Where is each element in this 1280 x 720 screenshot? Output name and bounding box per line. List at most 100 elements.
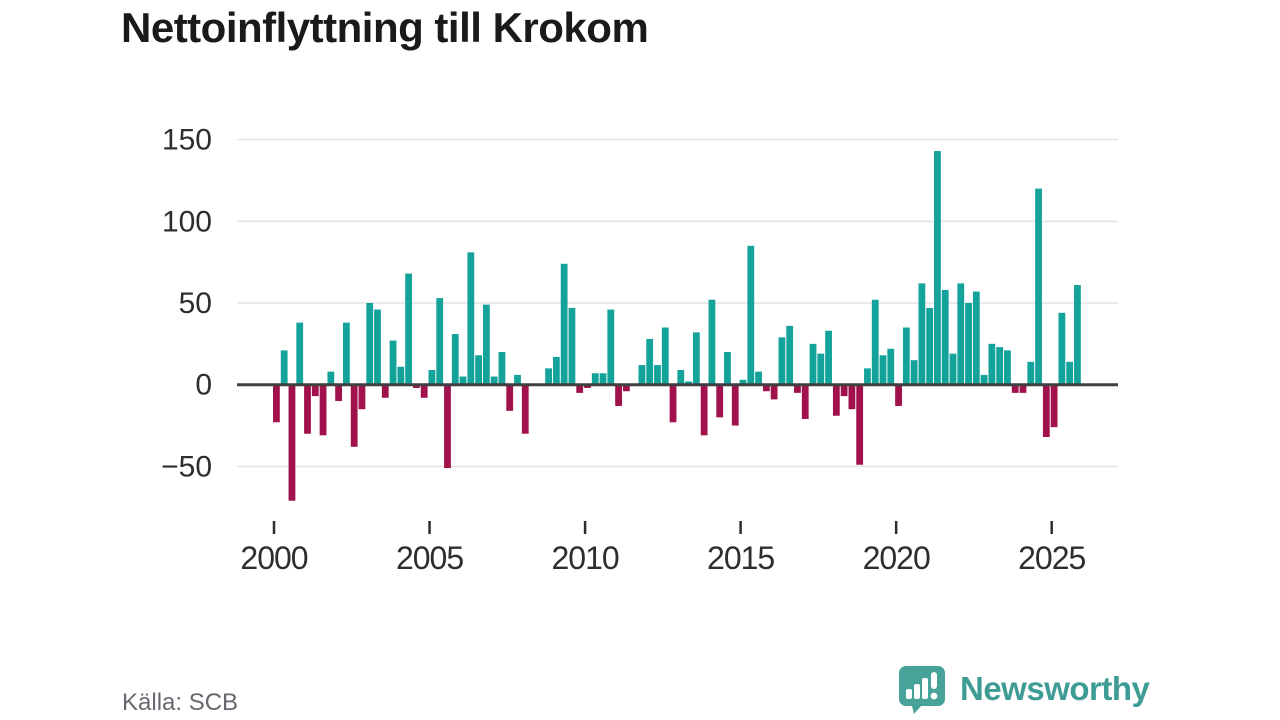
bar-positive [871,299,879,385]
bar-positive [374,309,381,385]
bar-positive [405,273,413,385]
bar-positive [918,283,926,385]
bar-positive [685,381,692,385]
bar-positive [327,371,335,385]
bar-negative [1019,384,1027,393]
x-axis-label: 2000 [240,540,307,576]
bar-positive [607,309,615,385]
bar-negative [832,384,840,416]
bar-positive [646,338,654,385]
bar-positive [988,343,996,385]
bar-positive [926,307,934,385]
bar-positive [545,368,552,385]
bar-negative [1011,384,1019,393]
y-axis-label: 100 [162,205,212,238]
bar-positive [1004,350,1011,385]
newsworthy-logo-icon [899,666,945,714]
bar-negative [801,384,809,420]
y-axis-label: 0 [195,369,212,402]
bar-positive [654,365,661,385]
bar-positive [366,303,374,385]
x-axis-label: 2010 [551,540,618,576]
bar-positive [996,347,1004,385]
bar-negative [622,384,630,392]
bar-negative [521,384,529,434]
bar-positive [825,330,832,385]
bar-negative [584,384,591,388]
bar-positive [280,350,288,385]
bar-positive [1074,285,1081,385]
bar-negative [794,384,801,393]
bar-chart-canvas: −50 0 50 100 150 2000 2005 2010 2015 2020 2025 [161,124,1118,576]
bar-positive [739,379,747,385]
bar-negative [319,384,327,436]
bar-negative [311,384,319,397]
bar-negative [840,384,848,397]
bar-positive [568,307,576,385]
logo-exclamation-dot [930,692,938,700]
bar-positive [724,352,731,385]
bar-positive [972,291,980,385]
bar-negative [288,384,296,501]
bar-negative [700,384,708,436]
bar-positive [708,299,716,385]
bar-positive [389,340,397,385]
bar-negative [669,384,677,423]
chart-title: Nettoinflyttning till Krokom [121,4,649,51]
bar-negative [412,384,420,388]
bar-positive [755,371,762,385]
bar-positive [902,327,910,385]
bar-negative [762,384,770,392]
bar-positive [1027,361,1035,385]
bar-positive [428,369,436,385]
bar-positive [786,325,794,385]
x-axis-label: 2025 [1018,540,1085,576]
bar-positive [451,334,459,385]
bar-negative [444,384,451,469]
bar-positive [817,353,825,385]
source-note: Källa: SCB [122,689,239,716]
bar-negative [350,384,358,447]
y-axis-label: 50 [179,287,212,320]
bar-positive [809,343,817,385]
bar-positive [980,374,988,385]
bar-negative [615,384,622,406]
bar-positive [397,366,405,385]
bar-positive [436,298,444,385]
x-axis-label: 2020 [863,540,930,576]
bar-positive [482,304,490,385]
bar-negative [420,384,428,398]
bar-positive [638,365,646,385]
bar-positive [560,263,568,385]
brand-name: Newsworthy [960,670,1150,707]
bar-positive [879,355,887,385]
bar-positive [941,289,949,385]
bar-positive [910,360,918,385]
bar-positive [591,373,599,385]
logo-bar-2 [914,684,920,699]
bar-positive [599,373,607,385]
bar-negative [381,384,389,398]
x-axis-label: 2005 [396,540,463,576]
bar-positive [514,374,521,385]
bar-positive [965,303,972,385]
logo-exclamation-stem [931,672,937,689]
bar-positive [661,327,669,385]
bar-negative [358,384,366,410]
bar-negative [731,384,739,426]
bar-positive [490,376,498,385]
bar-negative [856,384,864,465]
bar-positive [864,368,871,385]
bar-positive [552,356,560,385]
logo-bar-3 [922,678,928,699]
bar-positive [1058,312,1066,385]
bar-negative [1042,384,1050,437]
y-axis-label: 150 [162,124,212,157]
bar-positive [459,376,467,385]
logo-bar-1 [906,689,912,699]
bar-positive [467,252,475,385]
bar-positive [1066,361,1074,385]
bar-negative [576,384,584,393]
bar-positive [677,369,685,385]
